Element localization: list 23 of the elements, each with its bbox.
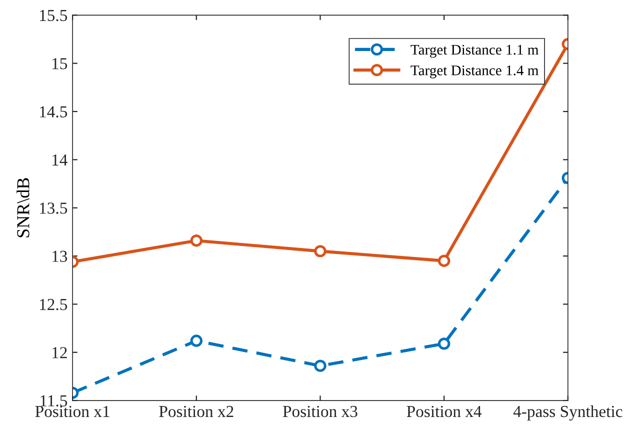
x-tick-label: Position x3 xyxy=(282,406,358,418)
point xyxy=(438,254,450,267)
y-tick-label: 14.5 xyxy=(40,106,68,118)
y-tick-label: 13 xyxy=(52,250,68,262)
y-tick-label: 11.5 xyxy=(40,395,68,407)
point xyxy=(438,338,450,350)
point xyxy=(190,334,203,347)
x-tick-label: Position x4 xyxy=(406,406,482,418)
legend-label: Target Distance 1.4 m xyxy=(410,66,538,78)
y-tick-label: 12 xyxy=(52,347,67,358)
x-tick-label: 4-pass Synthetic xyxy=(513,405,622,421)
point xyxy=(314,360,326,372)
y-tick-label: 15 xyxy=(52,58,68,70)
point xyxy=(190,234,203,247)
y-tick-label: 14 xyxy=(52,154,68,166)
y-tick-label: 15.5 xyxy=(40,10,68,22)
y-axis-title: SNR\dB xyxy=(16,178,30,238)
x-tick-label: Position x1 xyxy=(35,406,110,418)
legend-label: Target Distance 1.1 m xyxy=(410,44,538,58)
x-tick-label: Position x2 xyxy=(159,406,234,418)
y-tick-label: 13.5 xyxy=(40,202,68,214)
y-tick-label: 12.5 xyxy=(40,298,68,310)
point xyxy=(314,245,326,258)
